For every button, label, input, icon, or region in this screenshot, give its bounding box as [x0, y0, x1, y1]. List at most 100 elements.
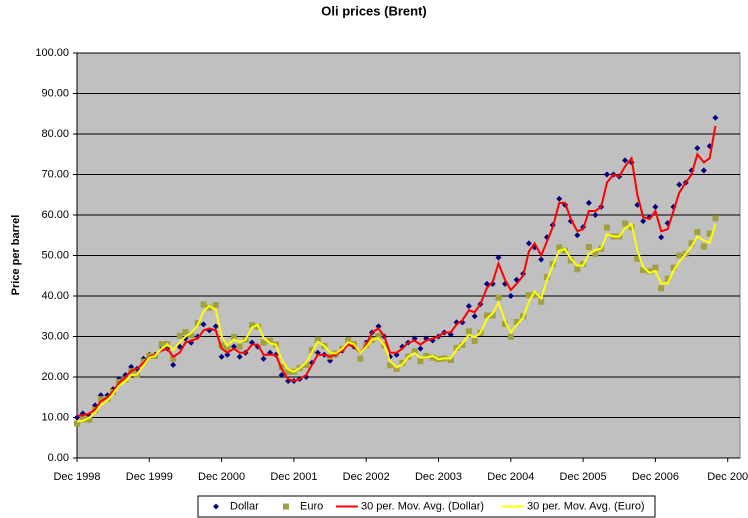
- data-point: [676, 181, 683, 188]
- data-point: [393, 365, 400, 372]
- x-tick-label: Dec 2000: [198, 471, 245, 483]
- data-point: [230, 333, 237, 340]
- data-point: [417, 358, 424, 365]
- y-tick-label: 20.00: [41, 371, 69, 383]
- data-point: [531, 291, 538, 298]
- data-point: [357, 355, 364, 362]
- average-line: [76, 222, 717, 423]
- data-point: [236, 343, 243, 350]
- data-point: [603, 171, 610, 178]
- data-point: [652, 203, 659, 210]
- data-point: [489, 312, 496, 319]
- x-tick-label: Dec 2001: [270, 471, 317, 483]
- data-point: [646, 268, 653, 275]
- data-point: [483, 312, 490, 319]
- data-point: [278, 371, 285, 378]
- data-point: [652, 264, 659, 271]
- data-point: [411, 348, 418, 355]
- x-tick-label: Dec 2005: [560, 471, 607, 483]
- y-tick-label: 0.00: [48, 452, 69, 464]
- x-tick-label: Dec 1999: [126, 471, 173, 483]
- y-tick-label: 70.00: [41, 168, 69, 180]
- data-point: [664, 275, 671, 282]
- data-point: [538, 256, 545, 263]
- chart-title: Oli prices (Brent): [321, 3, 426, 18]
- data-point: [212, 323, 219, 330]
- x-tick-label: Dec 2004: [487, 471, 534, 483]
- data-point: [592, 212, 599, 218]
- data-point: [453, 344, 460, 351]
- data-point: [556, 244, 563, 251]
- data-point: [585, 199, 592, 206]
- data-point: [658, 234, 665, 241]
- data-point: [212, 301, 219, 308]
- data-point: [248, 322, 255, 329]
- data-point: [224, 351, 231, 358]
- data-point: [97, 396, 104, 403]
- data-point: [502, 320, 509, 327]
- y-tick-label: 40.00: [41, 290, 69, 302]
- legend-label: Euro: [300, 500, 323, 512]
- data-point: [104, 395, 111, 402]
- data-point: [513, 318, 520, 325]
- legend-label: 30 per. Mov. Avg. (Dollar): [361, 500, 484, 512]
- y-axis-label: Price per barrel: [10, 215, 22, 296]
- legend-box: [197, 495, 656, 518]
- y-tick-label: 50.00: [41, 249, 69, 261]
- legend-label: Dollar: [230, 500, 259, 512]
- y-tick-label: 60.00: [41, 209, 69, 221]
- data-point: [447, 356, 454, 363]
- data-point: [345, 337, 352, 344]
- data-point: [622, 157, 629, 164]
- data-point: [218, 353, 225, 360]
- data-point: [706, 230, 713, 237]
- y-tick-label: 90.00: [41, 87, 69, 99]
- data-point: [260, 339, 267, 346]
- data-point: [640, 218, 647, 225]
- legend-swatch: [213, 503, 219, 510]
- data-point: [556, 195, 563, 202]
- data-point: [267, 337, 274, 344]
- data-point: [574, 266, 581, 273]
- data-point: [303, 361, 310, 368]
- data-point: [79, 416, 86, 423]
- data-point: [676, 252, 683, 259]
- data-point: [634, 255, 641, 262]
- x-tick-label: Dec 1998: [53, 471, 100, 483]
- data-point: [694, 229, 701, 236]
- data-point: [495, 294, 502, 301]
- data-point: [230, 343, 237, 350]
- data-point: [465, 303, 472, 310]
- data-point: [543, 273, 550, 280]
- data-point: [688, 240, 695, 247]
- data-point: [176, 332, 183, 339]
- data-point: [507, 333, 514, 340]
- data-point: [387, 362, 394, 369]
- data-point: [712, 215, 719, 222]
- x-tick-label: Dec 2006: [632, 471, 679, 483]
- data-point: [188, 332, 195, 339]
- data-point: [417, 345, 424, 352]
- data-point: [700, 243, 707, 250]
- data-point: [200, 301, 207, 308]
- data-point: [471, 313, 478, 320]
- data-point: [260, 355, 267, 362]
- data-point: [670, 264, 677, 271]
- x-tick-label: Dec 200: [707, 471, 748, 483]
- data-point: [158, 341, 165, 348]
- data-point: [495, 254, 502, 261]
- data-point: [74, 420, 80, 427]
- data-point: [170, 355, 177, 362]
- data-point: [712, 114, 719, 121]
- data-point: [86, 416, 93, 423]
- y-tick-label: 80.00: [41, 128, 69, 140]
- data-point: [465, 328, 472, 335]
- data-point: [700, 167, 707, 174]
- data-point: [200, 321, 207, 328]
- data-point: [525, 292, 532, 299]
- y-tick-label: 100.00: [35, 47, 69, 59]
- data-point: [423, 352, 430, 359]
- data-point: [236, 353, 243, 360]
- data-point: [459, 342, 466, 349]
